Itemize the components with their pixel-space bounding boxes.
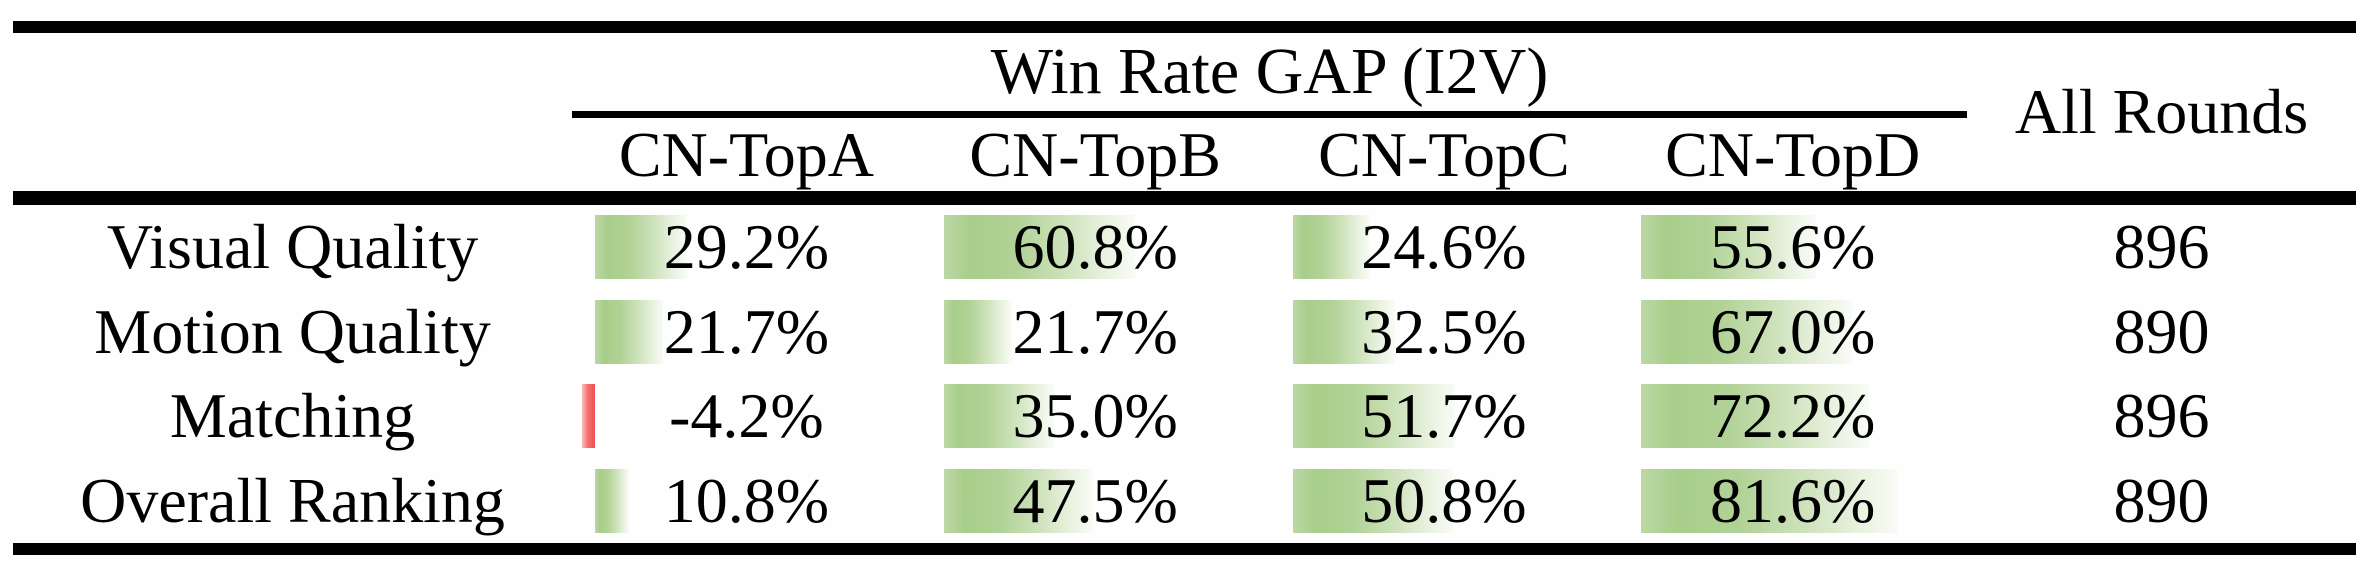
cell-value: 35.0% — [1012, 380, 1178, 452]
all-rounds-value: 896 — [2113, 211, 2210, 283]
positive-data-bar — [1292, 299, 1395, 364]
positive-data-bar — [943, 384, 1054, 449]
cell-value: 50.8% — [1361, 464, 1527, 536]
header-separator-rule — [13, 191, 2356, 205]
cell-value: 29.2% — [663, 211, 830, 283]
column-header-cn-topa: CN-TopA — [618, 118, 874, 190]
all-rounds-column-header: All Rounds — [2014, 76, 2309, 147]
row-label: Visual Quality — [106, 211, 479, 283]
data-cell: 55.6% — [1618, 205, 1967, 290]
data-cell: 81.6% — [1618, 459, 1967, 544]
positive-data-bar — [1292, 215, 1370, 280]
cell-value: 55.6% — [1709, 211, 1876, 283]
data-cell: 32.5% — [1270, 290, 1619, 375]
column-header-cn-topb: CN-TopB — [969, 118, 1221, 190]
cell-value: -4.2% — [669, 380, 824, 452]
cell-value: 32.5% — [1361, 295, 1527, 367]
table-rule-bottom — [13, 543, 2356, 555]
data-cell: 67.0% — [1618, 290, 1967, 375]
all-rounds-value: 890 — [2113, 464, 2210, 536]
cell-value: 47.5% — [1012, 464, 1178, 536]
data-cell: 47.5% — [921, 459, 1270, 544]
data-cell: 72.2% — [1618, 374, 1967, 459]
data-cell: 10.8% — [572, 459, 921, 544]
cell-value: 72.2% — [1709, 380, 1876, 452]
table-rule-top — [13, 21, 2356, 33]
positive-data-bar — [595, 299, 664, 364]
positive-data-bar — [1292, 384, 1456, 449]
positive-data-bar — [1641, 468, 1899, 533]
cell-value: 60.8% — [1012, 211, 1178, 283]
cell-value: 67.0% — [1709, 295, 1876, 367]
cell-value: 81.6% — [1709, 464, 1876, 536]
positive-data-bar — [943, 299, 1013, 364]
positive-data-bar — [1641, 299, 1853, 364]
row-label: Overall Ranking — [80, 464, 505, 536]
data-cell: 21.7% — [921, 290, 1270, 375]
data-cell: -4.2% — [572, 374, 921, 459]
data-cell: 60.8% — [921, 205, 1270, 290]
title-underline-rule — [572, 111, 1967, 118]
data-cell: 21.7% — [572, 290, 921, 375]
positive-data-bar — [595, 468, 630, 533]
column-header-cn-topc: CN-TopC — [1318, 118, 1570, 190]
cell-value: 21.7% — [663, 295, 830, 367]
positive-data-bar — [943, 468, 1094, 533]
table-title: Win Rate GAP (I2V) — [990, 35, 1549, 108]
data-cell: 50.8% — [1270, 459, 1619, 544]
data-cell: 29.2% — [572, 205, 921, 290]
positive-data-bar — [1641, 215, 1817, 280]
row-label: Matching — [169, 380, 416, 452]
negative-data-bar — [581, 384, 595, 449]
cell-value: 24.6% — [1361, 211, 1527, 283]
data-cell: 24.6% — [1270, 205, 1619, 290]
cell-value: 51.7% — [1361, 380, 1527, 452]
column-header-cn-topd: CN-TopD — [1665, 118, 1921, 190]
row-label: Motion Quality — [94, 295, 491, 367]
all-rounds-value: 890 — [2113, 295, 2210, 367]
cell-value: 21.7% — [1012, 295, 1178, 367]
all-rounds-value: 896 — [2113, 380, 2210, 452]
data-cell: 35.0% — [921, 374, 1270, 459]
cell-value: 10.8% — [663, 464, 830, 536]
positive-data-bar — [595, 215, 687, 280]
data-cell: 51.7% — [1270, 374, 1619, 459]
positive-data-bar — [943, 215, 1136, 280]
positive-data-bar — [1641, 384, 1869, 449]
positive-data-bar — [1292, 468, 1453, 533]
